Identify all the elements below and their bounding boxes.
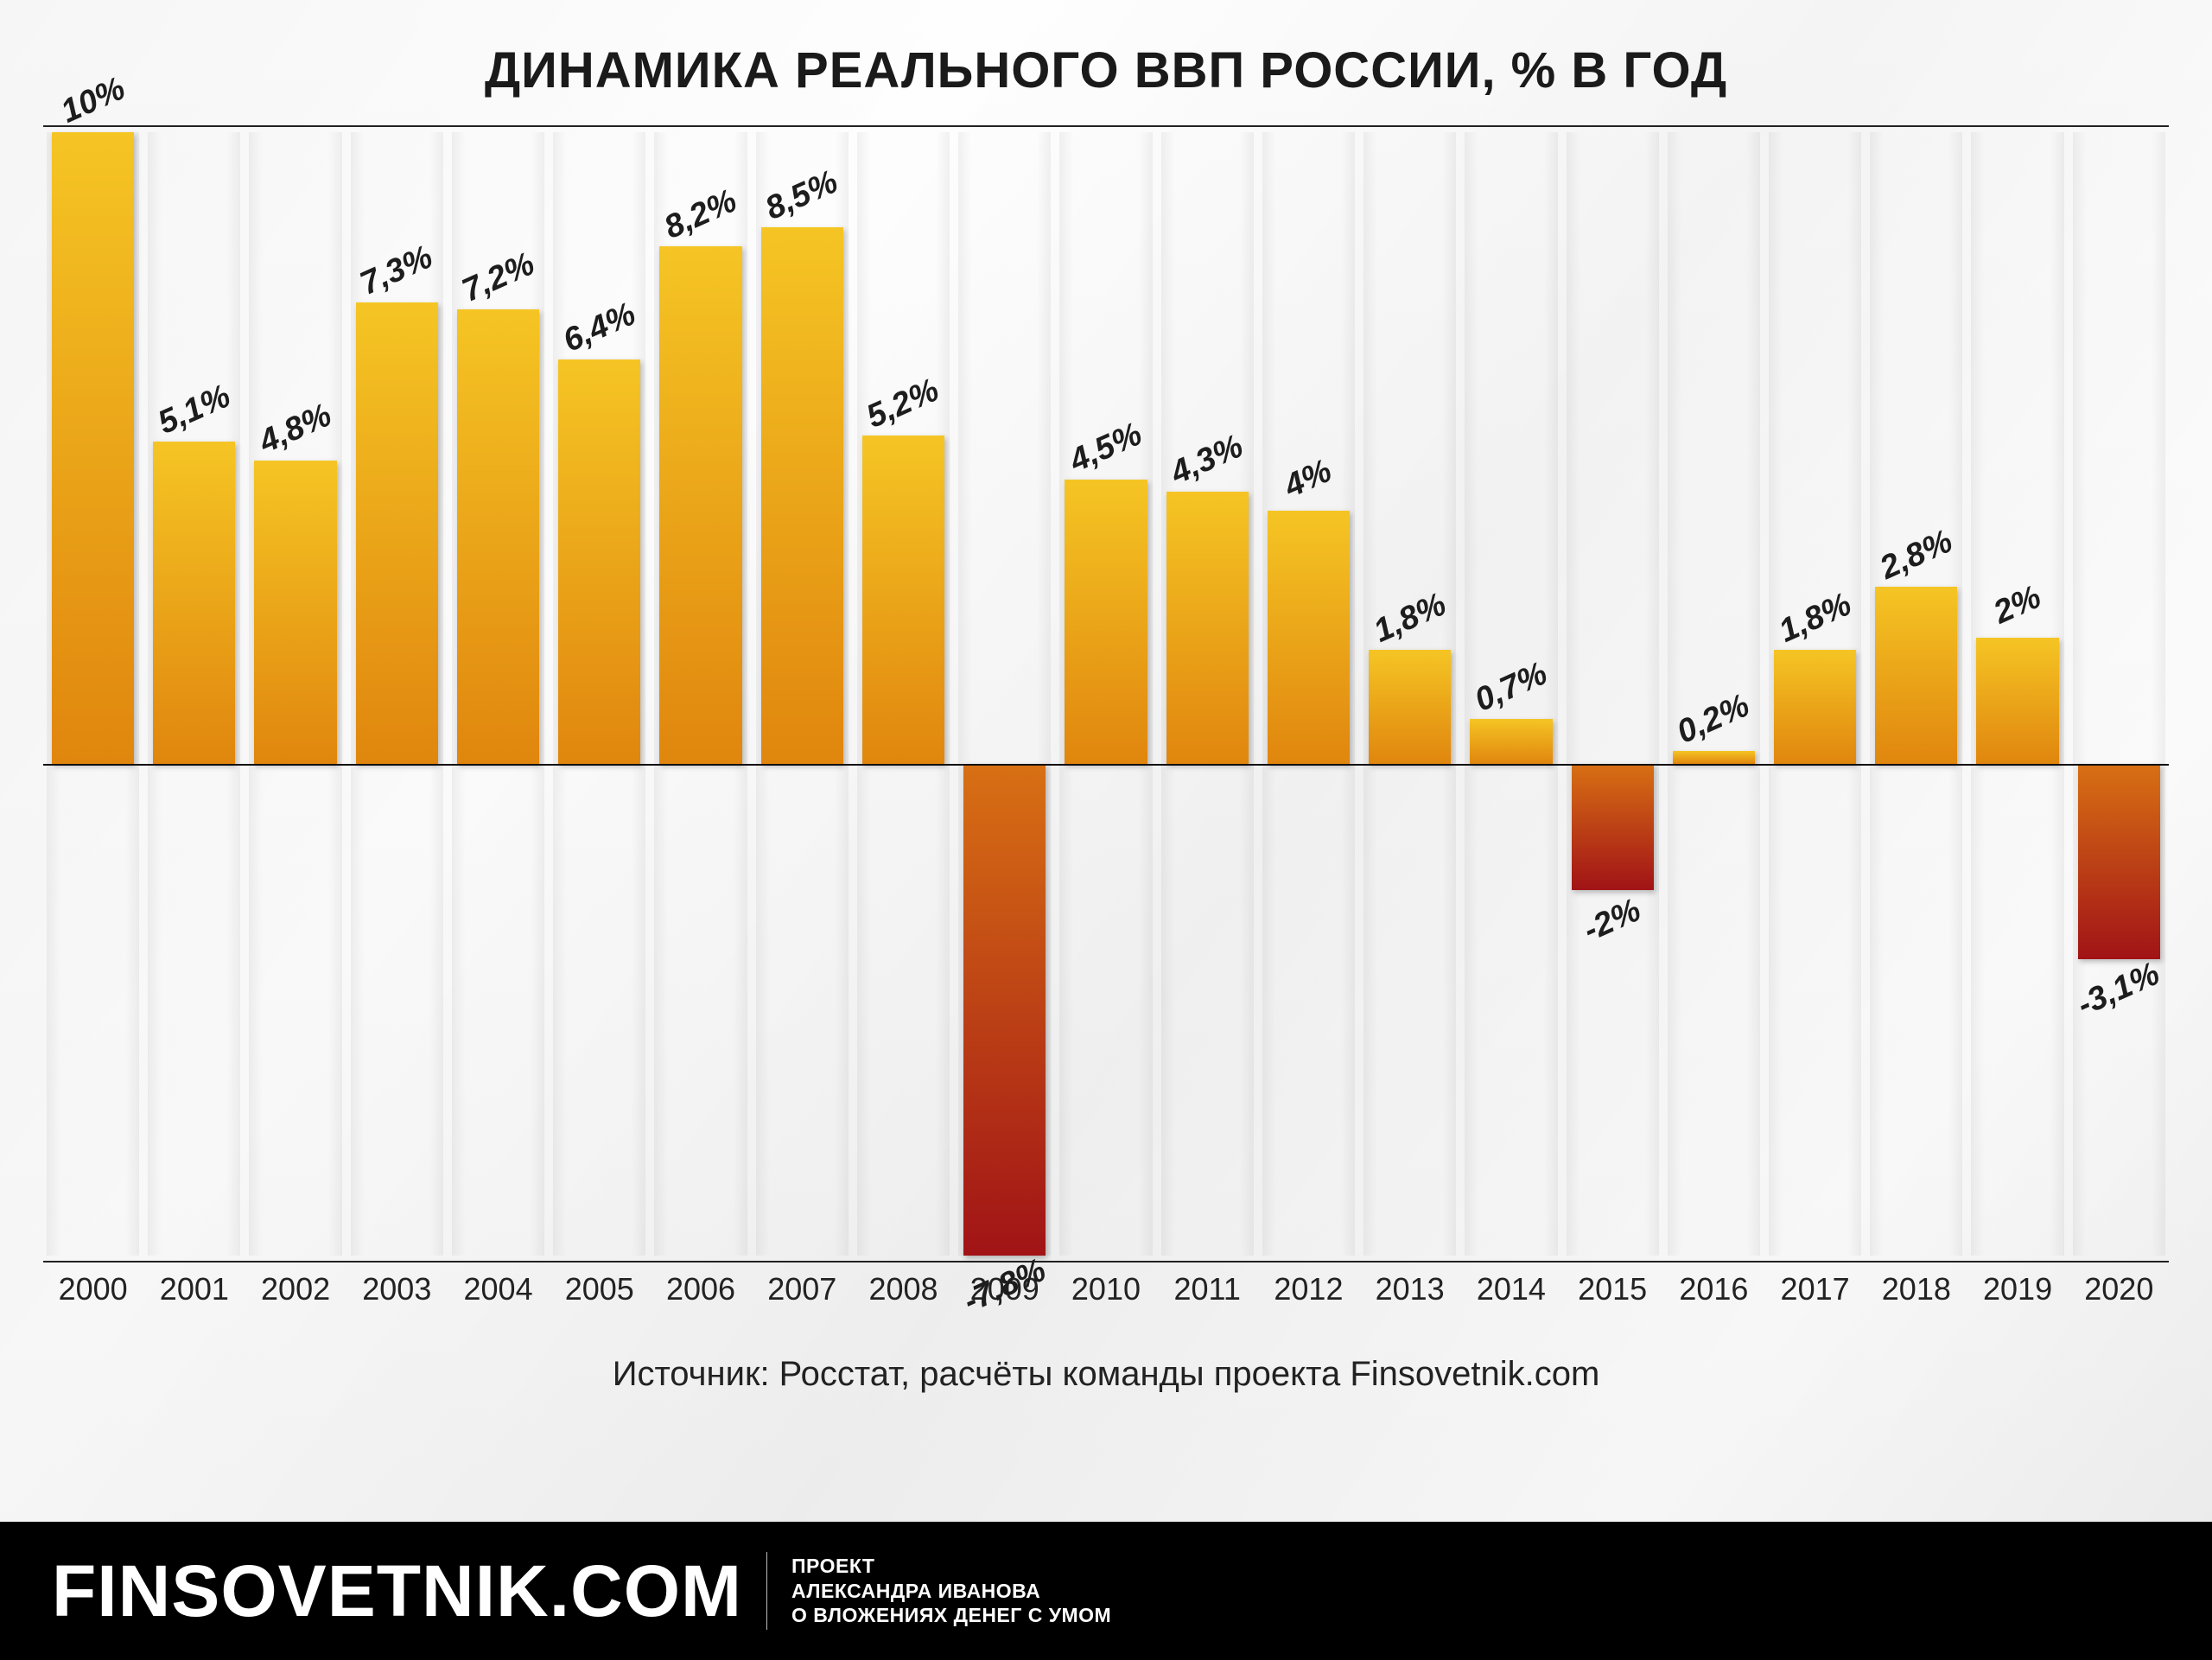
x-tick-2000: 2000 <box>47 1271 139 1307</box>
x-tick-2015: 2015 <box>1567 1271 1659 1307</box>
chart-title: ДИНАМИКА РЕАЛЬНОГО ВВП РОССИИ, % В ГОД <box>0 0 2212 125</box>
column-stripe <box>2073 132 2165 1256</box>
plot-area: 10%5,1%4,8%7,3%7,2%6,4%8,2%8,5%5,2%-7,8%… <box>43 132 2169 1256</box>
x-tick-2019: 2019 <box>1971 1271 2063 1307</box>
top-rule <box>43 125 2169 127</box>
bar-slot-2006: 8,2% <box>654 132 747 1256</box>
bar-slot-2018: 2,8% <box>1870 132 1962 1256</box>
footer-brand: FINSOVETNIK.COM <box>52 1549 742 1633</box>
bar-2016 <box>1673 751 1755 764</box>
source-text: Источник: Росстат, расчёты команды проек… <box>43 1307 2169 1454</box>
bar-slot-2014: 0,7% <box>1465 132 1557 1256</box>
x-tick-2001: 2001 <box>148 1271 240 1307</box>
bar-2006 <box>659 246 741 764</box>
x-tick-2020: 2020 <box>2073 1271 2165 1307</box>
bar-2010 <box>1065 480 1147 764</box>
x-tick-2003: 2003 <box>351 1271 443 1307</box>
bar-2003 <box>356 302 438 763</box>
bar-slot-2015: -2% <box>1567 132 1659 1256</box>
footer-separator <box>766 1552 767 1630</box>
bar-2009 <box>963 764 1046 1256</box>
bar-2015 <box>1572 764 1654 890</box>
bar-2017 <box>1774 650 1856 764</box>
bar-2019 <box>1976 638 2058 764</box>
bar-slot-2020: -3,1% <box>2073 132 2165 1256</box>
footer-tagline-line2: АЛЕКСАНДРА ИВАНОВА <box>791 1579 1111 1604</box>
bar-slot-2004: 7,2% <box>452 132 544 1256</box>
footer: FINSOVETNIK.COM ПРОЕКТ АЛЕКСАНДРА ИВАНОВ… <box>0 1522 2212 1660</box>
bar-2001 <box>153 442 235 764</box>
bar-slot-2017: 1,8% <box>1769 132 1861 1256</box>
column-stripe <box>1567 132 1659 1256</box>
bar-slot-2011: 4,3% <box>1161 132 1254 1256</box>
x-tick-2010: 2010 <box>1059 1271 1152 1307</box>
bar-2000 <box>52 132 134 764</box>
x-tick-2007: 2007 <box>756 1271 849 1307</box>
bar-slot-2008: 5,2% <box>857 132 950 1256</box>
x-tick-2017: 2017 <box>1769 1271 1861 1307</box>
bar-slot-2000: 10% <box>47 132 139 1256</box>
footer-tagline-line1: ПРОЕКТ <box>791 1554 1111 1579</box>
bar-2012 <box>1268 511 1350 763</box>
bar-2004 <box>457 309 539 764</box>
bar-2002 <box>254 461 336 764</box>
bar-2018 <box>1875 587 1957 764</box>
column-stripe <box>1668 132 1760 1256</box>
bar-slot-2002: 4,8% <box>249 132 341 1256</box>
chart-canvas: ДИНАМИКА РЕАЛЬНОГО ВВП РОССИИ, % В ГОД 1… <box>0 0 2212 1660</box>
x-tick-2006: 2006 <box>654 1271 747 1307</box>
bar-slot-2007: 8,5% <box>756 132 849 1256</box>
chart-wrap: 10%5,1%4,8%7,3%7,2%6,4%8,2%8,5%5,2%-7,8%… <box>0 125 2212 1522</box>
bar-slot-2019: 2% <box>1971 132 2063 1256</box>
bar-slot-2013: 1,8% <box>1363 132 1456 1256</box>
bar-2014 <box>1470 719 1552 763</box>
x-axis: 2000200120022003200420052006200720082009… <box>43 1262 2169 1307</box>
bar-slot-2012: 4% <box>1262 132 1355 1256</box>
bar-2008 <box>862 436 944 764</box>
bar-slot-2009: -7,8% <box>958 132 1051 1256</box>
bar-2011 <box>1166 492 1249 763</box>
bar-2013 <box>1369 650 1451 764</box>
x-tick-2005: 2005 <box>553 1271 645 1307</box>
bar-2020 <box>2078 764 2160 959</box>
bar-2005 <box>558 359 640 764</box>
x-tick-2013: 2013 <box>1363 1271 1456 1307</box>
x-tick-2004: 2004 <box>452 1271 544 1307</box>
x-tick-2011: 2011 <box>1161 1271 1254 1307</box>
footer-tagline: ПРОЕКТ АЛЕКСАНДРА ИВАНОВА О ВЛОЖЕНИЯХ ДЕ… <box>791 1554 1111 1628</box>
bars-container: 10%5,1%4,8%7,3%7,2%6,4%8,2%8,5%5,2%-7,8%… <box>43 132 2169 1256</box>
bar-slot-2010: 4,5% <box>1059 132 1152 1256</box>
x-tick-2018: 2018 <box>1870 1271 1962 1307</box>
bar-slot-2003: 7,3% <box>351 132 443 1256</box>
bar-slot-2016: 0,2% <box>1668 132 1760 1256</box>
x-tick-2012: 2012 <box>1262 1271 1355 1307</box>
x-tick-2014: 2014 <box>1465 1271 1557 1307</box>
x-tick-2016: 2016 <box>1668 1271 1760 1307</box>
bar-2007 <box>761 227 843 764</box>
bar-slot-2005: 6,4% <box>553 132 645 1256</box>
x-tick-2008: 2008 <box>857 1271 950 1307</box>
bar-slot-2001: 5,1% <box>148 132 240 1256</box>
footer-tagline-line3: О ВЛОЖЕНИЯХ ДЕНЕГ С УМОМ <box>791 1603 1111 1628</box>
x-tick-2002: 2002 <box>249 1271 341 1307</box>
zero-baseline <box>43 764 2169 766</box>
